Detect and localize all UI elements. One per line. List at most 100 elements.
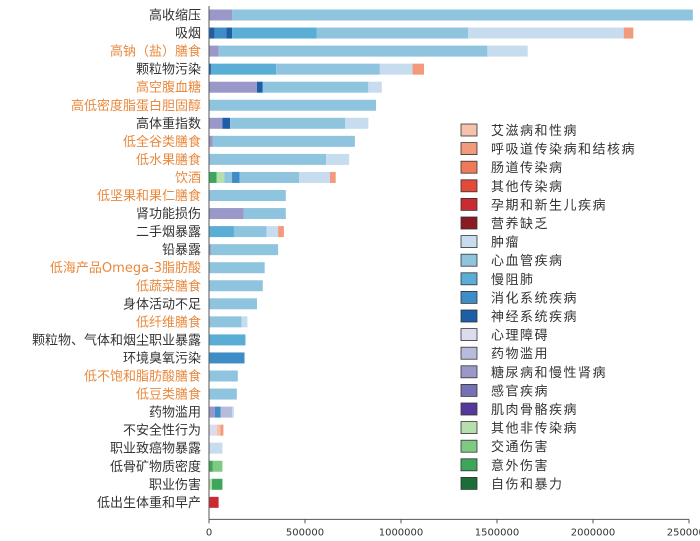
category-label: 低豆类膳食: [136, 387, 201, 403]
bar-segment: [232, 9, 693, 21]
bar-segment: [329, 171, 336, 183]
bar-segment: [209, 27, 215, 39]
category-label: 身体活动不足: [123, 296, 201, 312]
bar-segment: [209, 153, 327, 165]
legend-swatch: [460, 309, 478, 323]
bar-segment: [220, 424, 224, 436]
x-axis: 0 500000 1000000 1500000 2000000 2500000: [206, 6, 700, 538]
bar-segment: [262, 81, 369, 93]
bar-segment: [209, 298, 257, 310]
bar-segment: [232, 406, 234, 418]
legend-swatch: [460, 253, 478, 267]
bar-segment: [214, 406, 221, 418]
category-label: 职业伤害: [149, 477, 201, 493]
bar-segment: [216, 424, 221, 436]
category-label: 吸烟: [175, 27, 201, 42]
category-label: 颗粒物污染: [136, 63, 201, 78]
category-label: 低纤维膳食: [136, 314, 201, 330]
bar-segment: [209, 45, 219, 57]
bar-segment: [209, 316, 242, 328]
bar-segment: [232, 171, 240, 183]
bar-segment: [209, 496, 219, 508]
legend-swatch: [460, 235, 478, 249]
legend-swatch: [460, 290, 478, 304]
bar-segment: [210, 244, 279, 256]
bar-segment: [209, 460, 213, 472]
legend-label: 消化系统疾病: [491, 291, 578, 306]
bar-segment: [211, 478, 223, 490]
legend-label: 营养缺乏: [491, 216, 549, 232]
bar-segment: [218, 45, 488, 57]
bar-segment: [209, 352, 245, 364]
bar-segment: [379, 63, 413, 75]
bar-segment: [233, 226, 267, 238]
bar-segment: [209, 226, 234, 238]
category-label: 铅暴露: [162, 243, 201, 258]
y-axis-labels: 高收缩压吸烟高钠（盐）膳食颗粒物污染高空腹血糖高低密度脂蛋白胆固醇高体重指数低全…: [32, 8, 201, 511]
legend-label: 肌肉骨骼疾病: [491, 402, 578, 418]
bar-segment: [216, 171, 225, 183]
category-label: 高钠（盐）膳食: [110, 44, 201, 60]
bar-segment: [209, 99, 377, 111]
x-tick-label: 1000000: [379, 527, 424, 538]
bar-segment: [209, 9, 233, 21]
legend-label: 交通伤害: [491, 439, 549, 455]
bar-segment: [468, 27, 624, 39]
legend-label: 呼吸道传染病和结核病: [491, 143, 636, 158]
legend-swatch: [460, 142, 478, 156]
bar-segment: [226, 27, 233, 39]
category-label: 高收缩压: [149, 8, 201, 24]
bar-segment: [210, 63, 277, 75]
bars: [209, 9, 693, 508]
legend-swatch: [460, 383, 478, 397]
bar-segment: [212, 135, 355, 147]
category-label: 低蔬菜膳食: [136, 278, 201, 294]
bar-segment: [230, 117, 346, 129]
bar-segment: [209, 81, 257, 93]
category-label: 职业致癌物暴露: [110, 441, 201, 457]
bar-segment: [209, 63, 211, 75]
category-label: 肾功能损伤: [136, 207, 201, 222]
category-label: 低海产品Omega-3脂肪酸: [50, 260, 201, 276]
bar-segment: [209, 406, 215, 418]
category-label: 高体重指数: [136, 116, 201, 132]
bar-segment: [209, 171, 217, 183]
bar-segment: [224, 171, 233, 183]
legend-label: 意外伤害: [491, 458, 549, 474]
bar-segment: [232, 27, 317, 39]
category-label: 低不饱和脂肪酸膳食: [84, 369, 201, 385]
bar-segment: [209, 478, 212, 490]
bar-segment: [241, 316, 248, 328]
bar-segment: [316, 27, 469, 39]
bar-segment: [209, 424, 217, 436]
x-tick-label: 1500000: [475, 527, 520, 538]
x-tick-label: 0: [206, 527, 212, 538]
x-tick-label: 2500000: [667, 527, 700, 538]
legend-swatch: [460, 272, 478, 286]
bar-segment: [276, 63, 380, 75]
bar-segment: [623, 27, 634, 39]
bar-segment: [266, 226, 279, 238]
bar-segment: [368, 81, 382, 93]
category-label: 高空腹血糖: [136, 80, 201, 96]
legend-swatch: [460, 421, 478, 435]
category-label: 低全谷类膳食: [123, 134, 201, 150]
legend-swatch: [460, 197, 478, 211]
legend-label: 心血管疾病: [491, 254, 564, 269]
bar-segment: [209, 117, 223, 129]
category-label: 低骨矿物质密度: [110, 459, 201, 475]
legend-swatch: [460, 476, 478, 490]
bar-segment: [209, 244, 211, 256]
bar-segment: [345, 117, 369, 129]
legend-swatch: [460, 402, 478, 416]
legend-label: 其他非传染病: [491, 422, 578, 437]
bar-segment: [209, 208, 244, 220]
category-label: 低水果膳食: [136, 152, 201, 168]
category-label: 二手烟暴露: [136, 225, 201, 240]
category-label: 高低密度脂蛋白胆固醇: [71, 98, 201, 114]
bar-segment: [209, 334, 246, 346]
legend-swatch: [460, 365, 478, 379]
category-label: 药物滥用: [149, 406, 201, 421]
category-label: 颗粒物、气体和烟尘职业暴露: [32, 332, 201, 348]
